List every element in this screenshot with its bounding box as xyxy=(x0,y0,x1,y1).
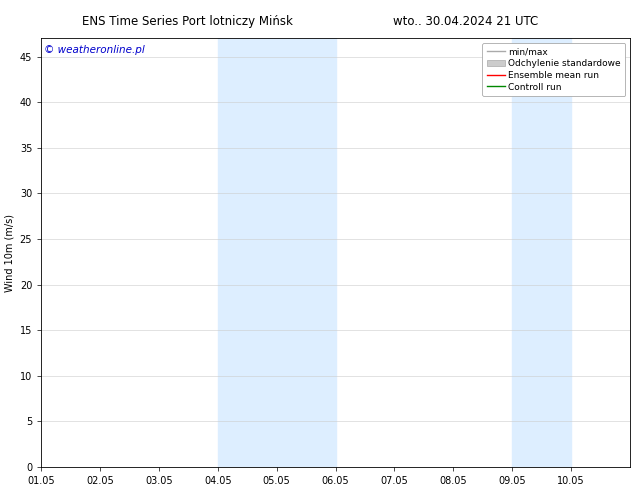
Bar xyxy=(218,39,335,467)
Text: wto.. 30.04.2024 21 UTC: wto.. 30.04.2024 21 UTC xyxy=(393,15,538,28)
Y-axis label: Wind 10m (m/s): Wind 10m (m/s) xyxy=(4,214,14,292)
Bar xyxy=(512,39,571,467)
Text: © weatheronline.pl: © weatheronline.pl xyxy=(44,45,145,55)
Text: ENS Time Series Port lotniczy Mińsk: ENS Time Series Port lotniczy Mińsk xyxy=(82,15,294,28)
Legend: min/max, Odchylenie standardowe, Ensemble mean run, Controll run: min/max, Odchylenie standardowe, Ensembl… xyxy=(482,43,625,96)
